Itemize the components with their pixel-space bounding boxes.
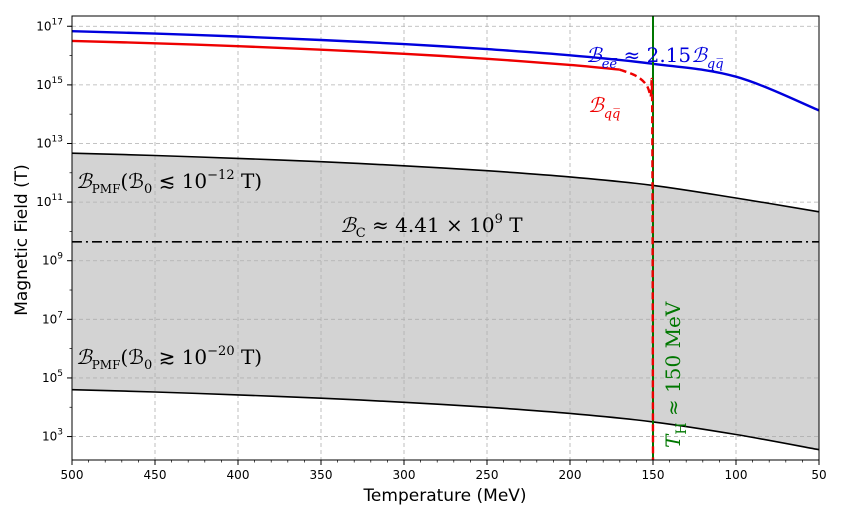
x-tick-label: 50 bbox=[811, 468, 826, 482]
annotation-th-subscript: H bbox=[674, 422, 690, 434]
annotation-pmf-lower: ℬPMF(ℬ0 ≳ 10−20 T) bbox=[76, 344, 262, 373]
y-tick-label: 107 bbox=[42, 310, 63, 326]
annotation-t-hadronization: TH ≈ 150 MeV bbox=[661, 301, 690, 448]
annotation-pmf-lower-exponent: −20 bbox=[207, 344, 234, 359]
series-pmf-upper-line bbox=[71, 152, 820, 213]
annotation-pmf-upper-exponent: −12 bbox=[207, 168, 234, 183]
x-tick-label: 450 bbox=[144, 468, 167, 482]
plot-frame bbox=[71, 15, 820, 461]
annotation-pmf-lower-open: (ℬ bbox=[120, 345, 144, 369]
annotation-b-critical: ℬC ≈ 4.41 × 109 T bbox=[340, 212, 523, 241]
series-b-qq-dashed-line bbox=[619, 68, 655, 461]
annotation-b-ee-relation: ≈ 2.15 bbox=[617, 43, 691, 67]
annotation-pmf-upper: ℬPMF(ℬ0 ≲ 10−12 T) bbox=[76, 168, 262, 197]
plot-area bbox=[71, 16, 820, 461]
annotation-b-qq-subscript: qq̅ bbox=[604, 107, 621, 122]
annotation-b-qq-symbol: ℬ bbox=[588, 93, 605, 117]
annotation-pmf-upper-unit: T) bbox=[235, 169, 263, 193]
annotation-pmf-lower-sub0: 0 bbox=[144, 358, 152, 373]
annotation-b-ee-symbol2: ℬ bbox=[691, 43, 708, 67]
annotation-bc-symbol: ℬ bbox=[340, 213, 357, 237]
annotation-pmf-lower-subscript: PMF bbox=[92, 358, 121, 372]
annotation-b-qq: ℬqq̅ bbox=[588, 93, 620, 122]
series-b-qq-line bbox=[71, 39, 620, 71]
x-tick-label: 100 bbox=[725, 468, 748, 482]
annotation-b-ee-symbol: ℬ bbox=[586, 43, 603, 67]
x-tick-label: 350 bbox=[310, 468, 333, 482]
annotation-pmf-upper-open: (ℬ bbox=[120, 169, 144, 193]
y-tick-label: 1015 bbox=[36, 76, 63, 92]
x-tick-label: 500 bbox=[61, 468, 84, 482]
y-axis-label: Magnetic Field (T) bbox=[12, 164, 32, 316]
x-tick-label: 300 bbox=[393, 468, 416, 482]
x-tick-label: 400 bbox=[227, 468, 250, 482]
x-tick-label: 250 bbox=[476, 468, 499, 482]
axes: 500 450 400 350 300 250 200 150 100 50 103 105 107 10… bbox=[36, 15, 827, 482]
annotation-b-ee-subscript2: qq̅ bbox=[707, 57, 724, 72]
annotation-b-ee: ℬee̅ ≈ 2.15ℬqq̅ bbox=[586, 43, 724, 72]
annotation-pmf-lower-relation: ≳ 10 bbox=[152, 345, 207, 369]
x-axis-label: Temperature (MeV) bbox=[362, 486, 526, 506]
series-pmf-lower-line bbox=[71, 388, 820, 451]
y-tick-label: 105 bbox=[42, 369, 63, 385]
series-b-ee-line bbox=[71, 30, 820, 112]
annotation-bc-exponent: 9 bbox=[495, 212, 503, 227]
annotation-pmf-upper-symbol: ℬ bbox=[76, 169, 93, 193]
x-tick-label: 200 bbox=[559, 468, 582, 482]
annotation-pmf-upper-subscript: PMF bbox=[92, 182, 121, 196]
annotation-pmf-upper-sub0: 0 bbox=[144, 182, 152, 197]
y-tick-label: 1013 bbox=[36, 134, 63, 150]
annotation-b-ee-subscript: ee̅ bbox=[602, 57, 618, 72]
annotation-bc-relation: ≈ 4.41 × 10 bbox=[366, 213, 495, 237]
y-tick-label: 103 bbox=[42, 428, 63, 444]
annotation-pmf-upper-relation: ≲ 10 bbox=[152, 169, 207, 193]
annotation-bc-unit: T bbox=[503, 213, 523, 237]
annotation-pmf-lower-unit: T) bbox=[235, 345, 263, 369]
annotation-th-symbol: T bbox=[661, 433, 685, 448]
y-tick-label: 1017 bbox=[36, 17, 63, 33]
y-tick-label: 109 bbox=[42, 252, 63, 268]
annotation-pmf-lower-symbol: ℬ bbox=[76, 345, 93, 369]
annotation-th-relation: ≈ 150 MeV bbox=[661, 301, 685, 422]
pmf-shaded-band bbox=[72, 153, 819, 450]
y-tick-label: 1011 bbox=[36, 193, 63, 209]
annotation-bc-subscript: C bbox=[356, 226, 366, 241]
x-tick-label: 150 bbox=[642, 468, 665, 482]
